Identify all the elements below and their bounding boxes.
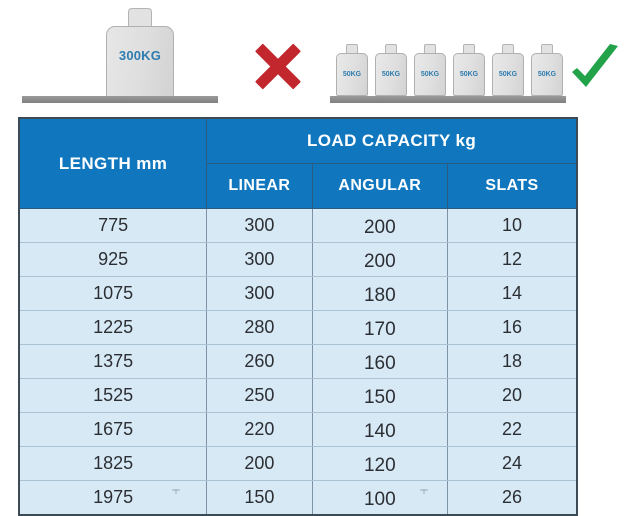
column-header-slats: SLATS bbox=[447, 163, 578, 209]
cell-length: 1225 bbox=[18, 310, 208, 345]
cell-linear: 300 bbox=[206, 242, 313, 277]
weight-50kg: 50KG bbox=[336, 44, 368, 96]
table-row: 1075 300 180 14 bbox=[18, 276, 578, 311]
weights-50kg-group: 50KG 50KG 50KG 50KG 50KG 50KG bbox=[336, 44, 564, 96]
cell-slats: 24 bbox=[447, 446, 578, 481]
cell-linear: 300 bbox=[206, 276, 313, 311]
cell-linear: 250 bbox=[206, 378, 313, 413]
weight-50kg-label: 50KG bbox=[459, 71, 479, 78]
weight-body-icon bbox=[375, 53, 407, 96]
column-header-angular: ANGULAR bbox=[311, 163, 449, 209]
weight-handle-icon bbox=[385, 44, 397, 54]
dimension-marks-cropped bbox=[172, 489, 428, 494]
weight-handle-icon bbox=[502, 44, 514, 54]
weight-50kg: 50KG bbox=[531, 44, 563, 96]
weight-body-icon bbox=[414, 53, 446, 96]
cell-length: 775 bbox=[18, 208, 208, 243]
cell-length: 1525 bbox=[18, 378, 208, 413]
cell-angular: 140 bbox=[311, 412, 449, 447]
cell-angular: 170 bbox=[311, 310, 449, 345]
load-distribution-illustration: 300KG 50KG 50KG 50KG 50KG 50K bbox=[0, 0, 644, 112]
table-row: 1825 200 120 24 bbox=[18, 446, 578, 481]
weight-handle-icon bbox=[424, 44, 436, 54]
cell-angular: 200 bbox=[311, 208, 449, 243]
weight-body-icon bbox=[531, 53, 563, 96]
cell-linear: 220 bbox=[206, 412, 313, 447]
weight-50kg-label: 50KG bbox=[537, 71, 557, 78]
weight-50kg-label: 50KG bbox=[420, 71, 440, 78]
table-row: 1525 250 150 20 bbox=[18, 378, 578, 413]
cell-length: 1075 bbox=[18, 276, 208, 311]
cell-angular: 100 bbox=[311, 480, 449, 516]
shelf-bar-left-icon bbox=[22, 96, 218, 103]
weight-50kg-label: 50KG bbox=[498, 71, 518, 78]
table-row: 1375 260 160 18 bbox=[18, 344, 578, 379]
cell-angular: 120 bbox=[311, 446, 449, 481]
weight-50kg: 50KG bbox=[453, 44, 485, 96]
weight-body-icon bbox=[492, 53, 524, 96]
shelf-bar-right-icon bbox=[330, 96, 566, 103]
red-cross-icon bbox=[252, 40, 304, 92]
cell-linear: 280 bbox=[206, 310, 313, 345]
weight-handle-icon bbox=[463, 44, 475, 54]
table-row: 1975 150 100 26 bbox=[18, 480, 578, 516]
green-check-icon bbox=[572, 44, 618, 87]
load-capacity-table: LENGTH mm LOAD CAPACITY kg LINEAR ANGULA… bbox=[18, 117, 578, 516]
weight-50kg-label: 50KG bbox=[381, 71, 401, 78]
cell-length: 1675 bbox=[18, 412, 208, 447]
cell-angular: 200 bbox=[311, 242, 449, 277]
cell-length: 925 bbox=[18, 242, 208, 277]
table-row: 1675 220 140 22 bbox=[18, 412, 578, 447]
weight-300kg: 300KG bbox=[106, 8, 174, 98]
table-row: 1225 280 170 16 bbox=[18, 310, 578, 345]
cell-slats: 26 bbox=[447, 480, 578, 516]
weight-handle-icon bbox=[128, 8, 152, 28]
weight-50kg: 50KG bbox=[492, 44, 524, 96]
column-header-load-capacity: LOAD CAPACITY kg bbox=[206, 117, 578, 164]
cell-linear: 300 bbox=[206, 208, 313, 243]
cell-length: 1825 bbox=[18, 446, 208, 481]
cell-slats: 14 bbox=[447, 276, 578, 311]
weight-50kg: 50KG bbox=[414, 44, 446, 96]
weight-handle-icon bbox=[541, 44, 553, 54]
weight-50kg: 50KG bbox=[375, 44, 407, 96]
cell-slats: 22 bbox=[447, 412, 578, 447]
cell-linear: 200 bbox=[206, 446, 313, 481]
cell-slats: 20 bbox=[447, 378, 578, 413]
weight-body-icon bbox=[336, 53, 368, 96]
cell-slats: 18 bbox=[447, 344, 578, 379]
weight-50kg-label: 50KG bbox=[342, 71, 362, 78]
cell-angular: 180 bbox=[311, 276, 449, 311]
table-row: 925 300 200 12 bbox=[18, 242, 578, 277]
cell-linear: 150 bbox=[206, 480, 313, 516]
cell-length: 1375 bbox=[18, 344, 208, 379]
column-header-linear: LINEAR bbox=[206, 163, 313, 209]
weight-handle-icon bbox=[346, 44, 358, 54]
cell-slats: 16 bbox=[447, 310, 578, 345]
weight-body-icon bbox=[453, 53, 485, 96]
cell-length: 1975 bbox=[18, 480, 208, 516]
cell-slats: 12 bbox=[447, 242, 578, 277]
cell-angular: 150 bbox=[311, 378, 449, 413]
weight-300kg-label: 300KG bbox=[118, 48, 162, 63]
table-row: 775 300 200 10 bbox=[18, 208, 578, 243]
cell-angular: 160 bbox=[311, 344, 449, 379]
cell-linear: 260 bbox=[206, 344, 313, 379]
column-header-length: LENGTH mm bbox=[18, 117, 208, 209]
cell-slats: 10 bbox=[447, 208, 578, 243]
weight-body-icon bbox=[106, 26, 174, 98]
